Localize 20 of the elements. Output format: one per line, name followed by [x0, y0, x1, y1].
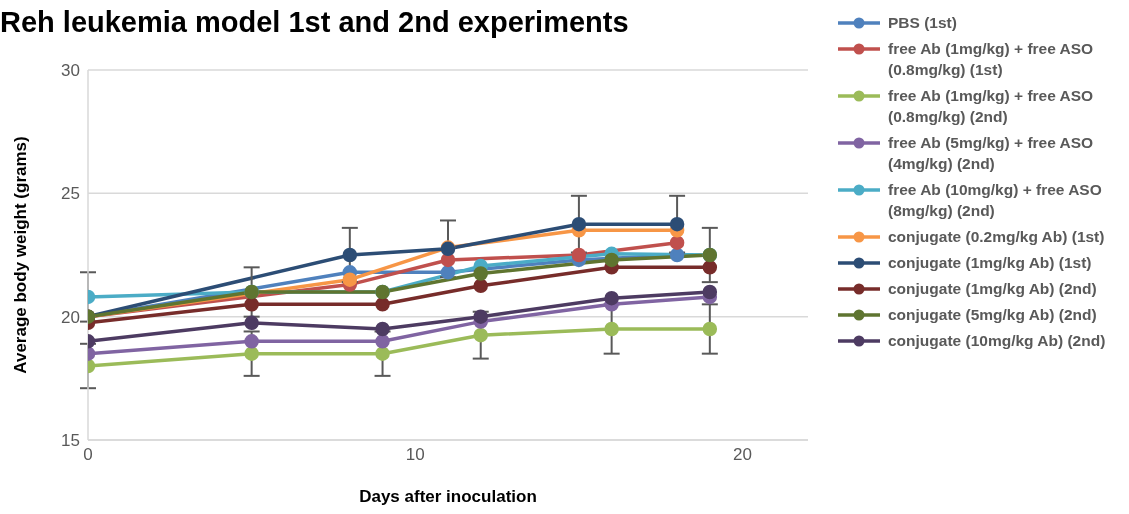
legend-label: conjugate (1mg/kg Ab) (2nd) — [888, 280, 1097, 297]
legend-label: conjugate (0.2mg/kg Ab) (1st) — [888, 228, 1105, 245]
legend-label: free Ab (5mg/kg) + free ASO (4mg/kg) (2nd) — [888, 134, 1094, 172]
y-tick-label: 15 — [61, 431, 80, 451]
y-tick-label: 30 — [61, 61, 80, 81]
legend-label: conjugate (10mg/kg Ab) (2nd) — [888, 332, 1106, 349]
legend-label: free Ab (10mg/kg) + free ASO (8mg/kg) (2nd) — [888, 181, 1102, 219]
chart-title: Reh leukemia model 1st and 2nd experiments — [0, 6, 629, 39]
legend-label: conjugate (1mg/kg Ab) (1st) — [888, 254, 1092, 271]
legend-label: free Ab (1mg/kg) + free ASO (0.8mg/kg) (2nd) — [888, 87, 1094, 125]
y-tick-label: 20 — [61, 307, 80, 327]
legend-label: free Ab (1mg/kg) + free ASO (0.8mg/kg) (1st) — [888, 40, 1094, 78]
y-axis-title: Average body weight (grams) — [11, 136, 31, 374]
x-tick-label: 20 — [733, 445, 753, 465]
x-axis-title: Days after inoculation — [359, 487, 537, 506]
x-tick-label: 0 — [83, 445, 93, 465]
legend-label: conjugate (5mg/kg Ab) (2nd) — [888, 306, 1097, 323]
y-tick-label: 25 — [61, 184, 80, 204]
x-tick-label: 10 — [405, 445, 425, 465]
legend-label: PBS (1st) — [888, 14, 957, 31]
